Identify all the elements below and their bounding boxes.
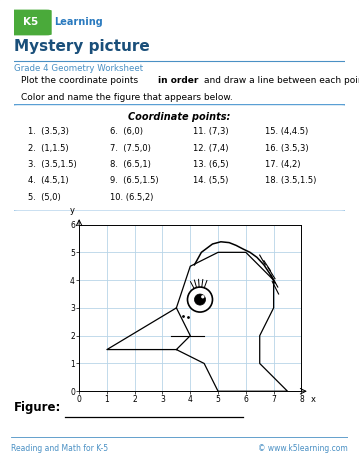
- Text: 7.  (7.5,0): 7. (7.5,0): [110, 144, 151, 153]
- Text: 3.  (3.5,1.5): 3. (3.5,1.5): [28, 160, 76, 169]
- Text: 17. (4,2): 17. (4,2): [265, 160, 301, 169]
- Text: and draw a line between each point.: and draw a line between each point.: [204, 75, 359, 85]
- Text: 10. (6.5,2): 10. (6.5,2): [110, 193, 154, 201]
- Text: 2.  (1,1.5): 2. (1,1.5): [28, 144, 68, 153]
- Text: 15. (4,4.5): 15. (4,4.5): [265, 126, 309, 136]
- Text: x: x: [311, 395, 316, 404]
- Text: 13. (6,5): 13. (6,5): [193, 160, 228, 169]
- Circle shape: [201, 295, 204, 299]
- Text: Plot the coordinate points: Plot the coordinate points: [21, 75, 141, 85]
- Text: in order: in order: [158, 75, 199, 85]
- Text: 4.  (4.5,1): 4. (4.5,1): [28, 175, 68, 185]
- Text: Learning: Learning: [55, 17, 103, 27]
- Text: 6.  (6,0): 6. (6,0): [110, 126, 143, 136]
- Text: Figure:: Figure:: [14, 401, 62, 414]
- FancyBboxPatch shape: [11, 104, 348, 212]
- Circle shape: [195, 294, 206, 305]
- Text: 1.  (3.5,3): 1. (3.5,3): [28, 126, 69, 136]
- Text: Mystery picture: Mystery picture: [14, 39, 150, 54]
- Text: K5: K5: [23, 17, 38, 27]
- Text: 9.  (6.5,1.5): 9. (6.5,1.5): [110, 175, 159, 185]
- Text: Color and name the figure that appears below.: Color and name the figure that appears b…: [21, 93, 233, 102]
- Text: 12. (7,4): 12. (7,4): [193, 144, 228, 153]
- Text: Grade 4 Geometry Worksheet: Grade 4 Geometry Worksheet: [14, 64, 144, 73]
- Circle shape: [187, 287, 213, 312]
- Text: 14. (5,5): 14. (5,5): [193, 175, 228, 185]
- Text: © www.k5learning.com: © www.k5learning.com: [258, 444, 348, 453]
- Text: 5.  (5,0): 5. (5,0): [28, 193, 60, 201]
- FancyBboxPatch shape: [9, 10, 52, 35]
- Text: 18. (3.5,1.5): 18. (3.5,1.5): [265, 175, 317, 185]
- Text: y: y: [70, 206, 75, 215]
- Text: 11. (7,3): 11. (7,3): [193, 126, 228, 136]
- Text: 16. (3.5,3): 16. (3.5,3): [265, 144, 309, 153]
- Text: 8.  (6.5,1): 8. (6.5,1): [110, 160, 151, 169]
- Text: Reading and Math for K-5: Reading and Math for K-5: [11, 444, 108, 453]
- Text: Coordinate points:: Coordinate points:: [128, 112, 231, 122]
